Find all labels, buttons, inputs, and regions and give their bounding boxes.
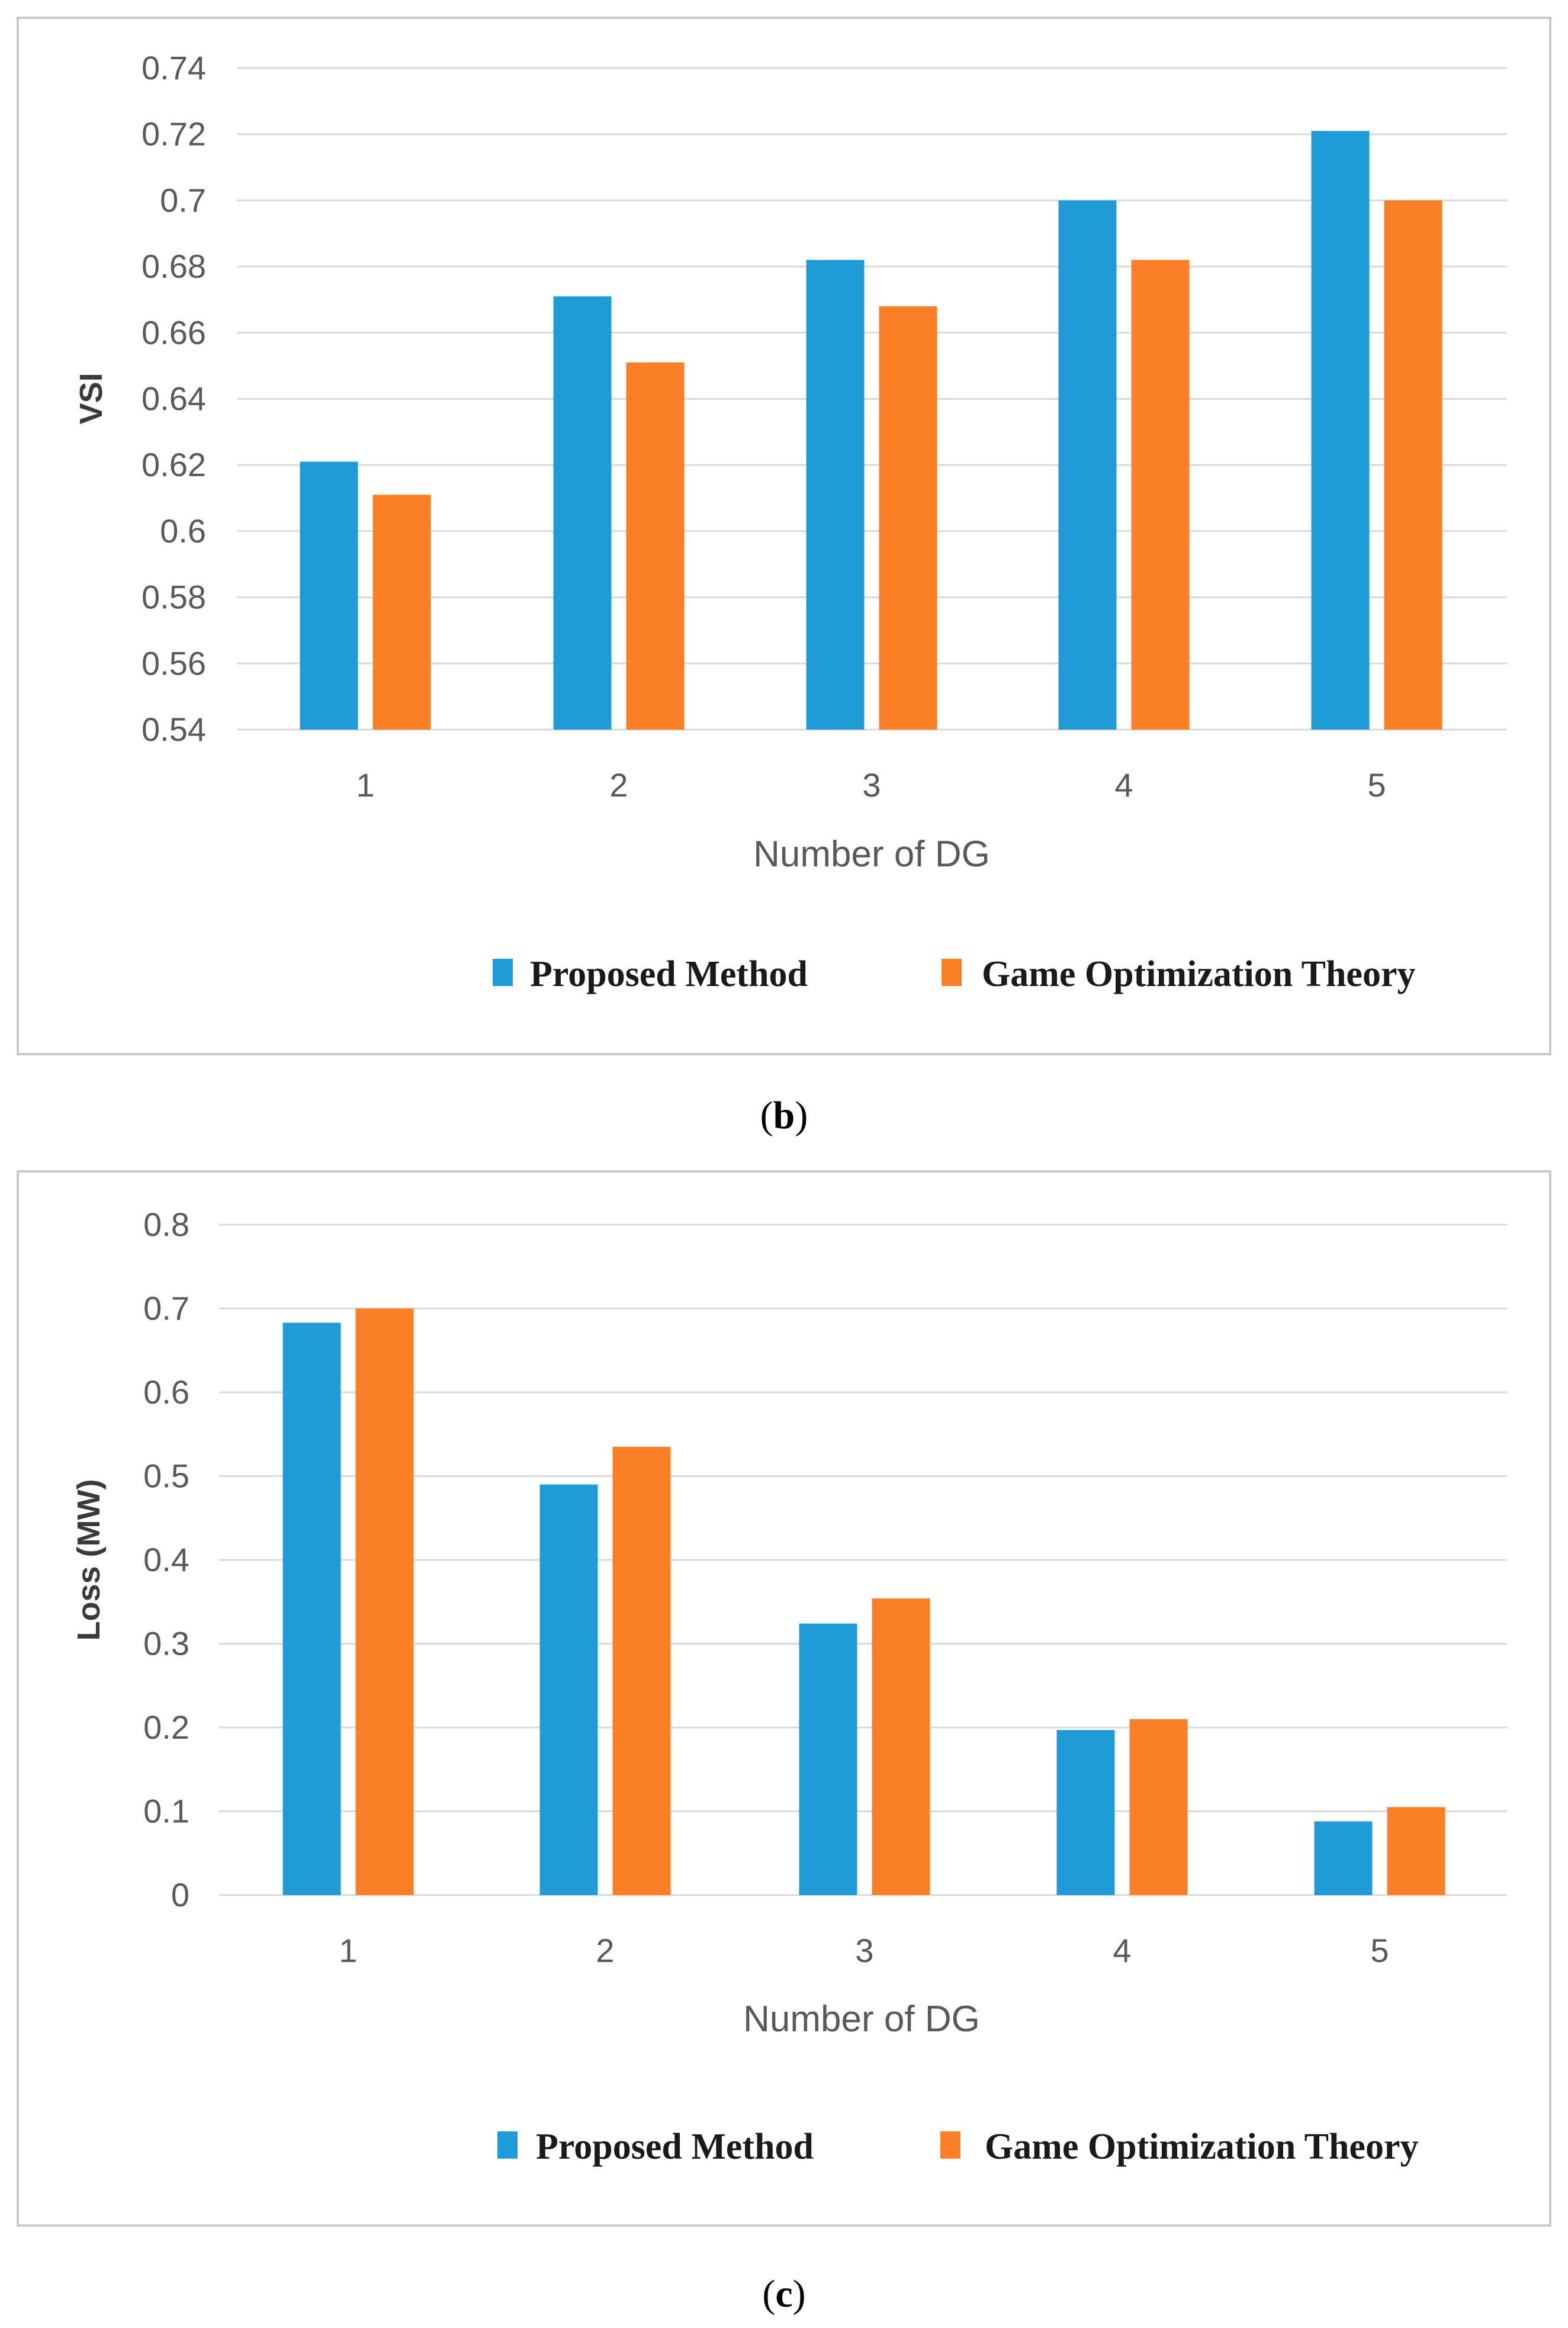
y-tick-label: 0.4 [143, 1541, 189, 1578]
legend-label-proposed: Proposed Method [536, 2127, 814, 2167]
bar-game-2 [612, 1446, 671, 1895]
bar-game-5 [1387, 1807, 1445, 1895]
chart-panel-c: 0.8 0.7 0.6 0.5 0.4 0.3 0.2 0.1 0 1 2 3 4 5 Number of … [17, 1170, 1551, 2227]
y-tick-label: 0.6 [143, 1373, 189, 1411]
y-tick-label: 0.54 [142, 711, 206, 748]
caption-open-paren: ( [760, 1094, 773, 1137]
caption-close-paren: ) [795, 1094, 808, 1137]
bar-proposed-1 [282, 1322, 341, 1895]
y-tick-label: 0.62 [142, 446, 206, 483]
bar-game-3 [872, 1598, 930, 1895]
x-tick-label: 1 [339, 1932, 357, 1969]
bar-proposed-5 [1314, 1821, 1373, 1895]
legend-swatch-game [942, 959, 962, 986]
x-tick-label: 4 [1114, 766, 1133, 804]
bar-game-4 [1131, 259, 1190, 730]
x-tick-label: 2 [596, 1932, 614, 1969]
legend-swatch-proposed [493, 959, 513, 986]
bar-game-5 [1384, 200, 1442, 730]
x-axis-title: Number of DG [753, 834, 990, 875]
bar-proposed-3 [806, 259, 865, 730]
bar-game-3 [879, 306, 937, 730]
x-tick-label: 2 [609, 766, 628, 804]
caption-open-paren: ( [762, 2272, 775, 2316]
legend-label-proposed: Proposed Method [530, 954, 808, 994]
y-tick-label: 0.56 [142, 644, 206, 682]
bar-proposed-4 [1058, 200, 1117, 730]
x-tick-label: 4 [1113, 1932, 1131, 1969]
bar-proposed-3 [799, 1623, 857, 1895]
y-tick-label: 0.7 [143, 1290, 189, 1327]
bar-proposed-4 [1056, 1730, 1115, 1895]
y-tick-label: 0.72 [142, 115, 206, 153]
legend-swatch-game [940, 2131, 960, 2159]
y-axis-title: Loss (MW) [71, 1479, 107, 1641]
bar-game-4 [1129, 1719, 1188, 1895]
y-tick-label: 0.74 [142, 49, 206, 86]
legend-swatch-proposed [497, 2131, 518, 2159]
y-tick-label: 0.66 [142, 314, 206, 351]
y-tick-label: 0.1 [143, 1793, 189, 1830]
panel-caption: (b) [760, 1094, 808, 1137]
panel-caption: (c) [762, 2272, 805, 2316]
x-tick-label: 3 [855, 1932, 873, 1969]
x-tick-label: 1 [356, 766, 374, 804]
bar-game-1 [355, 1308, 414, 1895]
y-tick-label: 0 [171, 1876, 189, 1913]
y-tick-label: 0.64 [142, 380, 206, 418]
y-tick-label: 0.5 [143, 1457, 189, 1495]
legend-label-game: Game Optimization Theory [982, 954, 1415, 994]
bar-proposed-5 [1311, 131, 1370, 730]
y-tick-label: 0.8 [143, 1206, 189, 1243]
bar-proposed-2 [553, 296, 612, 730]
caption-close-paren: ) [793, 2272, 806, 2316]
bar-game-2 [626, 362, 685, 730]
y-tick-label: 0.7 [160, 181, 206, 219]
legend: Proposed Method Game Optimization Theory [493, 954, 1415, 994]
chart-panel-b: 0.74 0.72 0.7 0.68 0.66 0.64 0.62 0.6 0.58 0.56 0.… [17, 17, 1551, 1055]
y-tick-label: 0.58 [142, 579, 206, 616]
y-tick-label: 0.2 [143, 1709, 189, 1746]
legend-label-game: Game Optimization Theory [985, 2127, 1418, 2167]
legend: Proposed Method Game Optimization Theory [497, 2127, 1418, 2167]
y-tick-label: 0.3 [143, 1625, 189, 1662]
caption-letter: b [773, 1094, 795, 1137]
chart-frame [17, 17, 1551, 1055]
chart-frame [17, 1170, 1551, 2227]
y-tick-label: 0.6 [160, 512, 206, 550]
bar-game-1 [372, 495, 431, 730]
bar-proposed-2 [539, 1484, 598, 1895]
x-tick-label: 5 [1367, 766, 1386, 804]
bar-proposed-1 [300, 461, 358, 730]
y-tick-label: 0.68 [142, 248, 206, 285]
x-axis-title: Number of DG [743, 1999, 980, 2040]
caption-letter: c [775, 2272, 792, 2316]
y-axis-title: VSI [73, 373, 109, 424]
x-tick-label: 3 [862, 766, 881, 804]
x-tick-label: 5 [1370, 1932, 1389, 1969]
